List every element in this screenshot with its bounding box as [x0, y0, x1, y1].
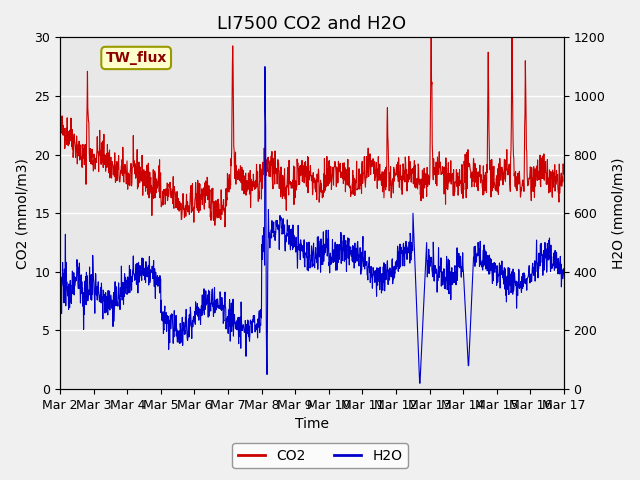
- Y-axis label: CO2 (mmol/m3): CO2 (mmol/m3): [15, 158, 29, 269]
- Text: TW_flux: TW_flux: [106, 51, 167, 65]
- X-axis label: Time: Time: [295, 418, 329, 432]
- Legend: CO2, H2O: CO2, H2O: [232, 443, 408, 468]
- Y-axis label: H2O (mmol/m3): H2O (mmol/m3): [611, 157, 625, 269]
- Title: LI7500 CO2 and H2O: LI7500 CO2 and H2O: [218, 15, 406, 33]
